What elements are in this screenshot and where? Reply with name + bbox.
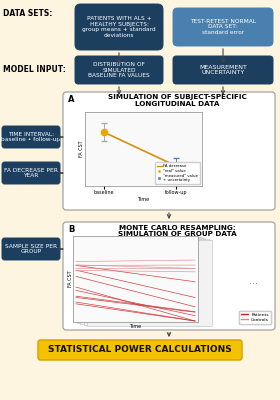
FancyBboxPatch shape [173,8,273,46]
FancyBboxPatch shape [63,222,275,330]
Text: DISTRIBUTION OF
SIMULATED
BASELINE FA VALUES: DISTRIBUTION OF SIMULATED BASELINE FA VA… [88,62,150,78]
Text: FA CST: FA CST [67,271,73,287]
FancyBboxPatch shape [2,238,60,260]
Legend: FA decrease, "real" value, "measured" value
+ uncertainty: FA decrease, "real" value, "measured" va… [155,162,200,184]
Y-axis label: FA CST: FA CST [79,141,84,157]
FancyBboxPatch shape [38,340,242,360]
FancyBboxPatch shape [75,4,163,50]
X-axis label: Time: Time [137,196,150,202]
Text: SIMULATION OF SUBJECT-SPECIFIC
LONGITUDINAL DATA: SIMULATION OF SUBJECT-SPECIFIC LONGITUDI… [108,94,246,108]
FancyBboxPatch shape [80,238,205,324]
Text: SAMPLE SIZE PER
GROUP: SAMPLE SIZE PER GROUP [5,244,57,254]
Legend: Patients, Controls: Patients, Controls [239,311,271,324]
Text: PATIENTS WITH ALS +
HEALTHY SUBJECTS:
group means + standard
deviations: PATIENTS WITH ALS + HEALTHY SUBJECTS: gr… [82,16,156,38]
Text: ...: ... [249,276,258,286]
FancyBboxPatch shape [2,162,60,184]
Text: FA DECREASE PER
YEAR: FA DECREASE PER YEAR [4,168,58,178]
Text: STATISTICAL POWER CALCULATIONS: STATISTICAL POWER CALCULATIONS [48,346,232,354]
Text: TIME INTERVAL:
baseline • follow-up: TIME INTERVAL: baseline • follow-up [1,132,60,142]
Text: MEASUREMENT
UNCERTAINTY: MEASUREMENT UNCERTAINTY [199,65,247,75]
Text: DATA SETS:: DATA SETS: [3,10,52,18]
Text: B: B [68,226,74,234]
FancyBboxPatch shape [87,240,212,326]
Text: Time: Time [129,324,142,328]
FancyBboxPatch shape [2,126,60,148]
Text: A: A [68,96,74,104]
FancyBboxPatch shape [83,239,209,325]
FancyBboxPatch shape [75,56,163,84]
FancyBboxPatch shape [63,92,275,210]
FancyBboxPatch shape [76,237,202,323]
FancyBboxPatch shape [173,56,273,84]
FancyBboxPatch shape [73,236,198,322]
Text: TEST-RETEST NORMAL
DATA SET:
standard error: TEST-RETEST NORMAL DATA SET: standard er… [190,19,256,35]
Text: MODEL INPUT:: MODEL INPUT: [3,66,66,74]
Text: MONTE CARLO RESAMPLING:
SIMULATION OF GROUP DATA: MONTE CARLO RESAMPLING: SIMULATION OF GR… [118,224,236,238]
